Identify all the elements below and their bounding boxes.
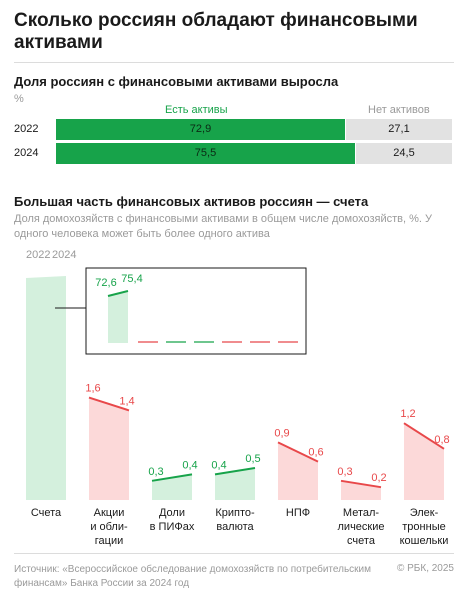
category-label-4-0: НПФ bbox=[286, 507, 310, 519]
inset-value-2022: 72,6 bbox=[95, 277, 116, 289]
column-5 bbox=[341, 480, 381, 500]
category-label-5-0: Метал- bbox=[343, 507, 379, 519]
category-label-1-1: и обли- bbox=[90, 521, 128, 533]
chart2-title: Большая часть финансовых активов россиян… bbox=[14, 194, 369, 209]
category-label-6-0: Элек- bbox=[410, 507, 439, 519]
value-2022-1: 1,6 bbox=[85, 383, 100, 395]
slope-line-1 bbox=[88, 396, 130, 412]
value-2024-4: 0,6 bbox=[308, 447, 323, 459]
slope-line-4 bbox=[277, 441, 319, 463]
page-title: Сколько россиян обладают финансовыми акт… bbox=[14, 10, 418, 53]
year-header-2024: 2024 bbox=[52, 249, 76, 261]
legend-have-assets: Есть активы bbox=[165, 104, 228, 116]
value-2022-3: 0,4 bbox=[211, 459, 226, 471]
chart1-unit: % bbox=[14, 93, 24, 105]
bar-none-2022: 27,1 bbox=[346, 119, 452, 140]
value-2022-6: 1,2 bbox=[400, 408, 415, 420]
inset-value-2024: 75,4 bbox=[121, 273, 142, 285]
column-1 bbox=[89, 397, 129, 500]
year-label-2022: 2022 bbox=[14, 123, 39, 135]
year-header-2022: 2022 bbox=[26, 249, 50, 261]
value-2024-3: 0,5 bbox=[245, 453, 260, 465]
column-0 bbox=[26, 276, 66, 500]
category-label-2-1: в ПИФах bbox=[150, 521, 195, 533]
value-2024-6: 0,8 bbox=[434, 434, 449, 446]
source-note: Источник: «Всероссийское обследование до… bbox=[14, 564, 371, 589]
category-label-2-0: Доли bbox=[159, 507, 185, 519]
category-label-1-0: Акции bbox=[94, 507, 125, 519]
category-label-3-1: валюта bbox=[216, 521, 254, 533]
legend-no-assets: Нет активов bbox=[368, 104, 430, 116]
asset-types-chart: 2022 2024 Счета 1,6 1,4 Акции и обли-гации 0,3 0… bbox=[26, 249, 450, 547]
chart1-title: Доля россиян с финансовыми активами выро… bbox=[14, 74, 339, 89]
slope-line-6 bbox=[403, 422, 445, 450]
value-2024-1: 1,4 bbox=[119, 395, 134, 407]
category-label-5-1: лические bbox=[338, 521, 385, 533]
bar-have-2022: 72,9 bbox=[56, 119, 345, 140]
value-2024-5: 0,2 bbox=[371, 472, 386, 484]
category-label-0-0: Счета bbox=[31, 507, 62, 519]
category-label-6-2: кошельки bbox=[400, 535, 449, 547]
value-2024-2: 0,4 bbox=[182, 459, 197, 471]
inset-column-accounts bbox=[108, 291, 128, 343]
value-2022-5: 0,3 bbox=[337, 466, 352, 478]
bar-row-2024: 75,5 24,5 bbox=[56, 143, 452, 164]
year-label-2024: 2024 bbox=[14, 147, 39, 159]
bar-row-2022: 72,9 27,1 bbox=[56, 119, 452, 140]
column-2 bbox=[152, 474, 192, 500]
category-label-1-2: гации bbox=[95, 535, 123, 547]
category-label-3-0: Крипто- bbox=[215, 507, 255, 519]
chart2-subtitle: Доля домохозяйств с финансовыми активами… bbox=[14, 213, 432, 240]
category-label-5-2: счета bbox=[347, 535, 376, 547]
slope-line-2 bbox=[151, 473, 193, 482]
value-2022-2: 0,3 bbox=[148, 466, 163, 478]
bar-have-2024: 75,5 bbox=[56, 143, 355, 164]
value-2022-4: 0,9 bbox=[274, 427, 289, 439]
category-label-6-1: тронные bbox=[402, 521, 445, 533]
slope-line-3 bbox=[214, 467, 256, 476]
divider bbox=[14, 62, 454, 63]
inset-slope-accounts bbox=[107, 290, 129, 297]
copyright: © РБК, 2025 bbox=[396, 563, 454, 574]
column-3 bbox=[215, 468, 255, 500]
slope-line-5 bbox=[340, 479, 382, 489]
footer-divider bbox=[14, 553, 454, 554]
bar-none-2024: 24,5 bbox=[356, 143, 452, 164]
column-4 bbox=[278, 442, 318, 500]
